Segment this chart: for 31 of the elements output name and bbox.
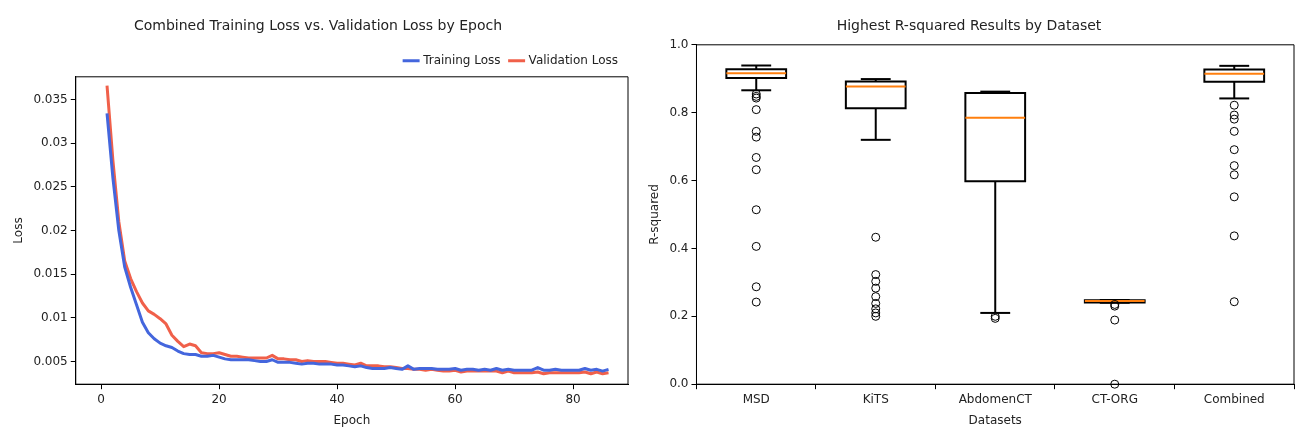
y-tick-label: 0.0 (669, 376, 689, 391)
x-tick-label: CT-ORG (1091, 391, 1138, 406)
legend-label: Validation Loss (528, 52, 618, 67)
y-tick-label: 0.03 (41, 135, 68, 150)
x-tick-label: 20 (211, 391, 227, 406)
y-tick-label: 0.005 (33, 353, 68, 368)
x-tick-label: AbdomenCT (958, 391, 1033, 406)
x-tick-label: 80 (565, 391, 581, 406)
legend-label: Training Loss (422, 52, 501, 67)
x-tick-label: Combined (1203, 391, 1265, 406)
y-tick-label: 0.8 (669, 104, 689, 119)
y-tick-label: 0.015 (33, 266, 68, 281)
y-tick-label: 0.6 (669, 172, 689, 187)
x-tick-label: MSD (742, 391, 770, 406)
y-axis-title: Loss (11, 217, 26, 244)
y-tick-label: 1.0 (669, 36, 689, 51)
x-axis-title: Datasets (968, 412, 1022, 427)
y-axis-title: R-squared (647, 184, 662, 245)
x-tick-label: 40 (329, 391, 345, 406)
x-tick-label: 60 (447, 391, 463, 406)
y-tick-label: 0.02 (41, 222, 68, 237)
x-tick-label: KiTS (862, 391, 889, 406)
y-tick-label: 0.2 (669, 308, 689, 323)
y-tick-label: 0.01 (41, 309, 68, 324)
x-axis-title: Epoch (333, 412, 371, 427)
y-tick-label: 0.025 (33, 178, 68, 193)
y-tick-label: 0.035 (33, 91, 68, 106)
y-tick-label: 0.4 (669, 240, 689, 255)
x-tick-label: 0 (97, 391, 105, 406)
chart-title: Highest R-squared Results by Dataset (836, 17, 1102, 34)
chart-title: Combined Training Loss vs. Validation Loss by Epoch (133, 17, 503, 34)
